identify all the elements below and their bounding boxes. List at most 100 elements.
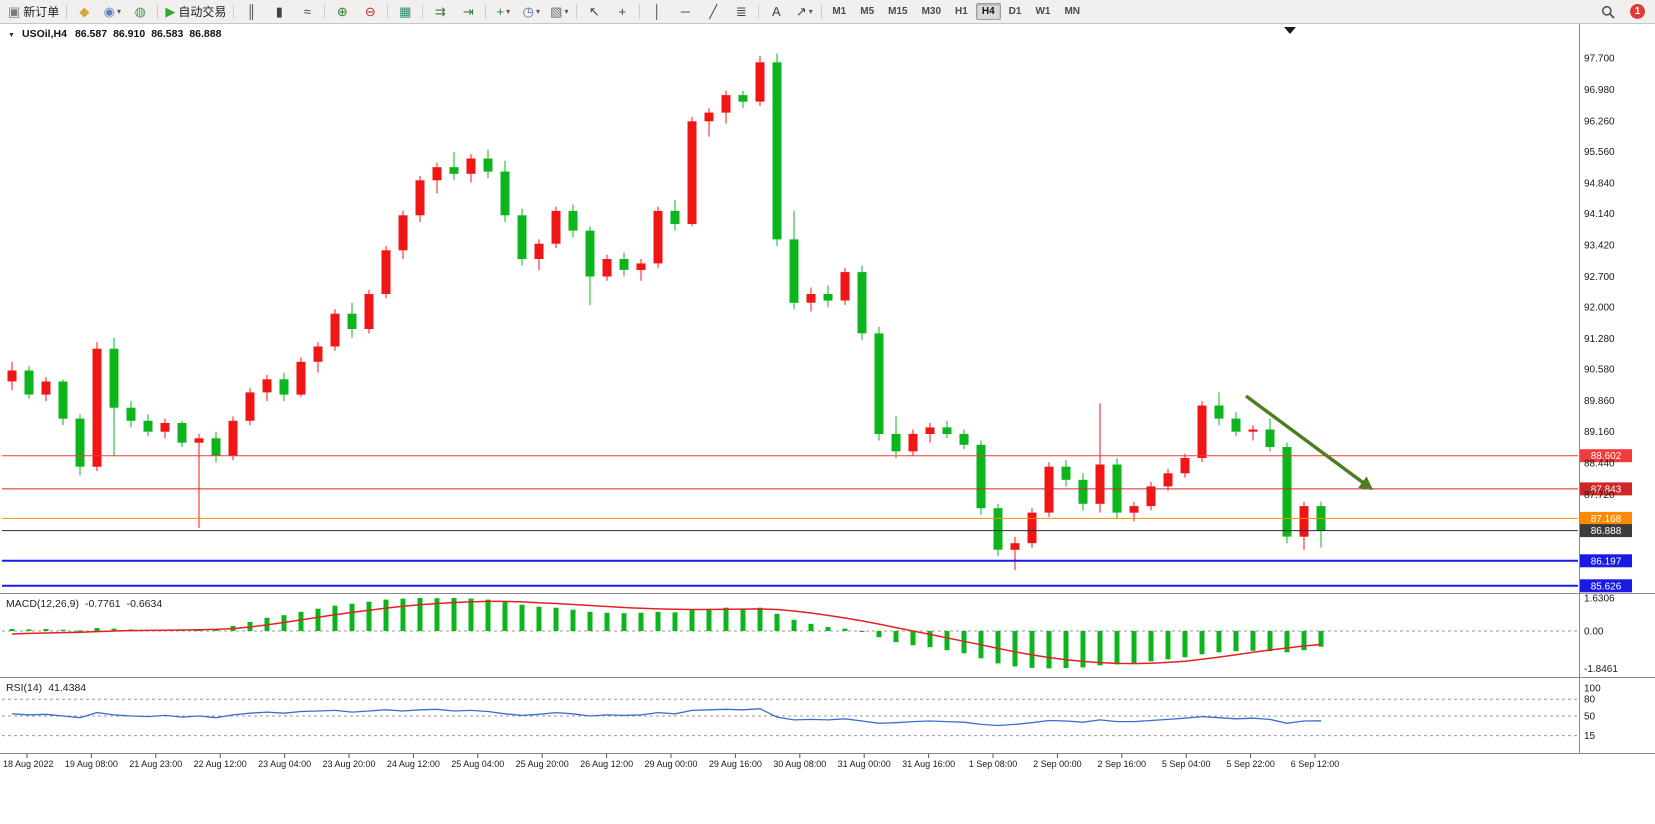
timeframe-m15-button[interactable]: M15 [888, 6, 908, 17]
svg-text:94.840: 94.840 [1584, 179, 1615, 190]
macd-signal-value: -0.6634 [127, 598, 163, 610]
vertical-line-button[interactable]: │ [644, 1, 670, 23]
zoom-out-button[interactable]: ⊖ [357, 1, 383, 23]
timeframe-d1-button[interactable]: D1 [1008, 6, 1022, 17]
time-scale[interactable]: 18 Aug 2022 19 Aug 08:00 21 Aug 23:00 22 Au… [3, 754, 1339, 769]
profiles-button[interactable]: ◉ ▾ [99, 1, 125, 23]
svg-text:95.560: 95.560 [1584, 147, 1615, 158]
templates-button[interactable]: ▧ ▾ [546, 1, 572, 23]
high-value: 86.910 [113, 28, 145, 40]
svg-text:0.00: 0.00 [1584, 627, 1604, 638]
autotrading-button[interactable]: ▶ 自动交易 [162, 1, 229, 23]
tile-windows-button[interactable]: ▦ [392, 1, 418, 23]
chart-svg[interactable]: 88.602 87.843 87.168 86.197 85.626 86.888 97.7… [0, 24, 1655, 819]
rsi-value: 41.4384 [48, 682, 86, 694]
rsi-line [11, 708, 1322, 727]
svg-text:87.843: 87.843 [1591, 484, 1622, 495]
svg-text:25 Aug 04:00: 25 Aug 04:00 [451, 759, 504, 769]
bar-chart-button[interactable]: ║ [238, 1, 264, 23]
new-chart-icon: ◆ [79, 4, 90, 19]
periods-icon: ◷ [522, 4, 534, 19]
low-value: 86.583 [151, 28, 183, 40]
svg-text:23 Aug 20:00: 23 Aug 20:00 [322, 759, 375, 769]
svg-text:50: 50 [1584, 712, 1596, 723]
svg-text:87.720: 87.720 [1584, 490, 1615, 501]
svg-text:100: 100 [1584, 684, 1601, 695]
auto-scroll-button[interactable]: ⇉ [427, 1, 453, 23]
toolbar-buttons: ▣ 新订单 ◆ ◉ ▾ ◍ ▶ 自动交易 ║ ▮ ≈ ⊕ ⊖ ▦ ⇉ ⇥ + ▾ ◷ ▾ ▧ ▾ ↖ + │ ─ ╱ ≣ A ↗ ▾ M1 M5… [4, 1, 1594, 23]
new-order-icon: ▣ [8, 4, 21, 19]
cursor-button[interactable]: ↖ [581, 1, 607, 23]
notification-badge[interactable]: 1 [1630, 4, 1645, 19]
new-chart-button[interactable]: ◆ [71, 1, 97, 23]
svg-text:1.6306: 1.6306 [1584, 594, 1615, 605]
horizontal-line-button[interactable]: ─ [672, 1, 698, 23]
svg-text:85.626: 85.626 [1591, 581, 1622, 592]
zoom-in-icon: ⊕ [336, 4, 348, 19]
ohlc-toggle-icon[interactable]: ▼ [8, 32, 15, 39]
horizontal-line-86.197[interactable]: 86.197 [2, 554, 1632, 568]
line-chart-button[interactable]: ≈ [294, 1, 320, 23]
macd-signal-line [11, 600, 1322, 665]
horizontal-line-88.602[interactable]: 88.602 [2, 449, 1632, 463]
svg-text:24 Aug 12:00: 24 Aug 12:00 [387, 759, 440, 769]
svg-text:88.440: 88.440 [1584, 458, 1615, 469]
bar-chart-icon: ║ [246, 4, 256, 19]
zoom-in-button[interactable]: ⊕ [329, 1, 355, 23]
macd-name: MACD(12,26,9) [6, 598, 79, 610]
toolbar-separator [758, 4, 760, 19]
timeframe-m30-button[interactable]: M30 [921, 6, 942, 17]
trendline-button[interactable]: ╱ [700, 1, 726, 23]
svg-text:96.980: 96.980 [1584, 85, 1615, 96]
terminal-button[interactable]: ◍ [127, 1, 153, 23]
toolbar-separator [576, 4, 578, 19]
arrows-button[interactable]: ↗ ▾ [791, 1, 817, 23]
svg-text:15: 15 [1584, 731, 1596, 742]
toolbar-separator [422, 4, 424, 19]
timeframe-m1-button[interactable]: M1 [832, 6, 847, 17]
svg-text:5 Sep 04:00: 5 Sep 04:00 [1162, 759, 1211, 769]
horizontal-lines[interactable]: 88.602 87.843 87.168 86.197 85.626 [2, 449, 1632, 593]
price-scale[interactable]: 97.700 96.980 96.260 95.560 94.840 94.140 93.4… [1584, 53, 1615, 500]
horizontal-line-87.843[interactable]: 87.843 [2, 482, 1632, 496]
new-order-button[interactable]: ▣ 新订单 [5, 1, 62, 23]
new-order-button-label: 新订单 [23, 5, 60, 19]
fibonacci-button[interactable]: ≣ [728, 1, 754, 23]
toolbar-separator [157, 4, 159, 19]
svg-text:80: 80 [1584, 695, 1596, 706]
toolbar-separator [324, 4, 326, 19]
svg-text:30 Aug 08:00: 30 Aug 08:00 [773, 759, 826, 769]
auto-scroll-icon: ⇉ [434, 4, 446, 19]
current-price-label: 86.888 [1591, 526, 1622, 537]
text-button[interactable]: A [763, 1, 789, 23]
toolbar-separator [821, 4, 823, 19]
symbol-period-label: USOil,H4 [22, 28, 67, 40]
svg-text:93.420: 93.420 [1584, 241, 1615, 252]
chart-shift-button[interactable]: ⇥ [455, 1, 481, 23]
svg-text:31 Aug 00:00: 31 Aug 00:00 [838, 759, 891, 769]
indicators-button[interactable]: + ▾ [490, 1, 516, 23]
current-price-line: 86.888 [2, 524, 1632, 538]
horizontal-line-icon: ─ [680, 4, 690, 19]
timeframe-m5-button[interactable]: M5 [860, 6, 875, 17]
timeframe-h1-button[interactable]: H1 [955, 6, 968, 17]
horizontal-line-87.168[interactable]: 87.168 [2, 511, 1632, 525]
text-icon: A [771, 4, 781, 19]
timeframe-mn-button[interactable]: MN [1064, 6, 1080, 17]
timeframe-h4-button[interactable]: H4 [975, 3, 1001, 20]
periods-button[interactable]: ◷ ▾ [518, 1, 544, 23]
horizontal-line-85.626[interactable]: 85.626 [2, 579, 1632, 593]
svg-text:88.602: 88.602 [1591, 451, 1622, 462]
trend-arrow[interactable] [1244, 394, 1373, 490]
candlestick-chart-button[interactable]: ▮ [266, 1, 292, 23]
timeframe-w1-button[interactable]: W1 [1035, 6, 1051, 17]
rsi-name: RSI(14) [6, 682, 42, 694]
search-icon [1601, 5, 1615, 19]
svg-text:92.000: 92.000 [1584, 303, 1615, 314]
toolbar-right-group: 1 [1594, 1, 1651, 23]
chart-shift-marker[interactable] [1284, 27, 1296, 34]
crosshair-button[interactable]: + [609, 1, 635, 23]
svg-text:97.700: 97.700 [1584, 53, 1615, 64]
search-button[interactable] [1595, 1, 1621, 23]
